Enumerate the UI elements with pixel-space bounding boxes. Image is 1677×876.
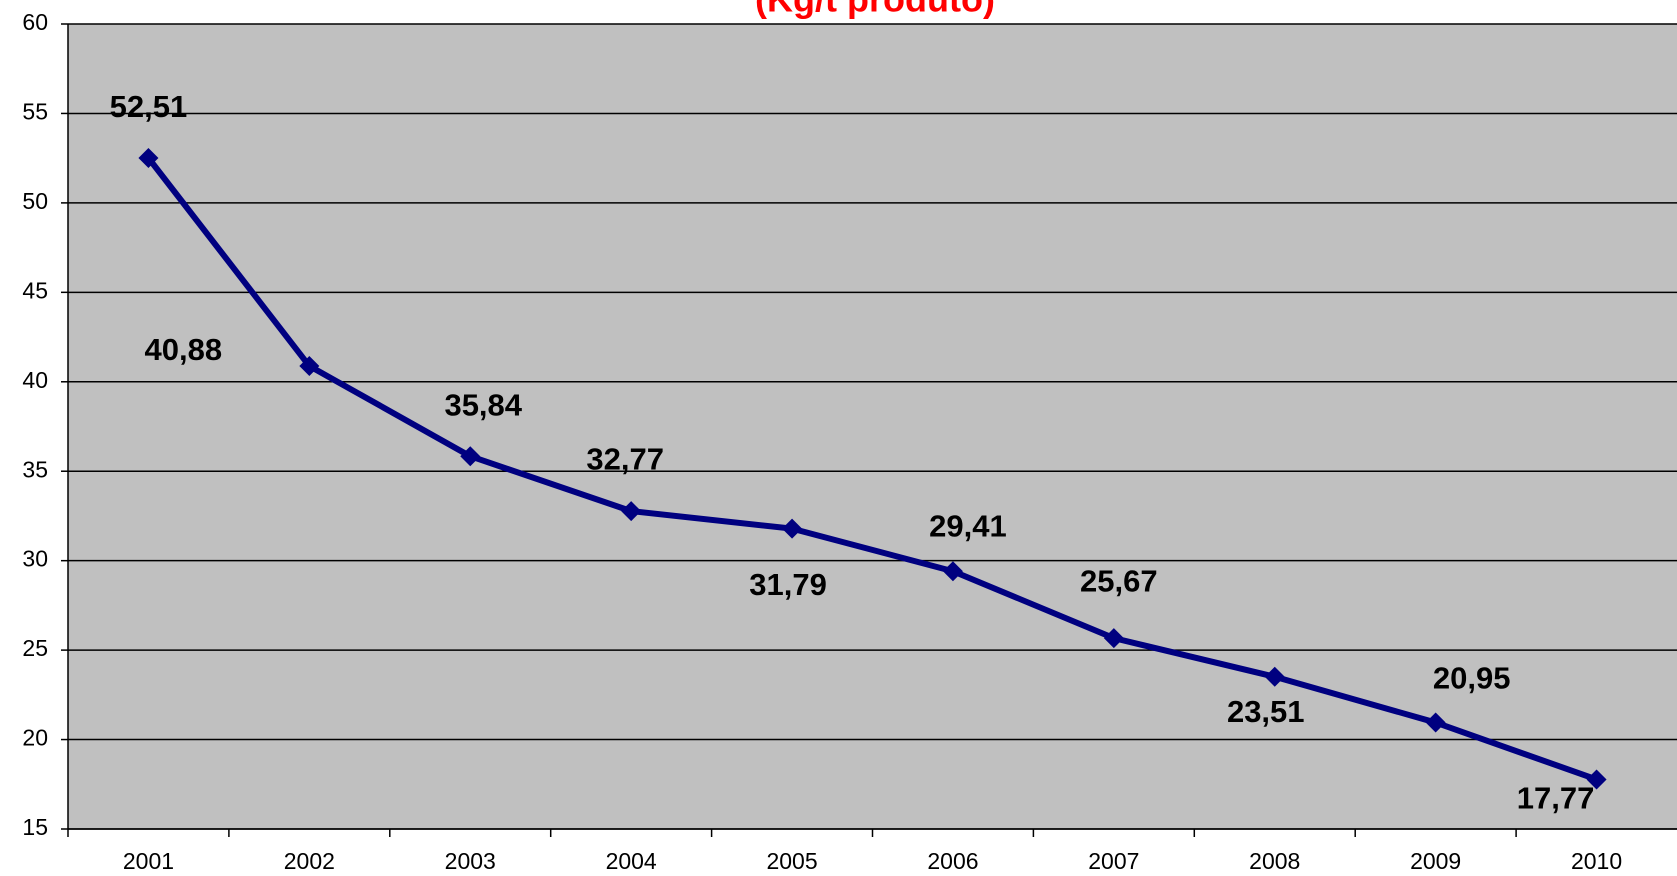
data-label: 35,84: [444, 387, 522, 422]
marker: [1264, 666, 1285, 687]
marker: [460, 446, 481, 467]
y-tick-label: 35: [22, 456, 48, 482]
y-tick-label: 50: [22, 188, 48, 214]
plot-area: [68, 24, 1677, 829]
y-tick-label: 25: [22, 635, 48, 661]
x-tick-label: 2007: [1088, 848, 1139, 874]
data-label: 52,51: [110, 89, 188, 124]
y-tick-label: 20: [22, 725, 48, 751]
data-label: 23,51: [1227, 694, 1305, 729]
x-tick-label: 2003: [445, 848, 496, 874]
x-tick-label: 2005: [766, 848, 817, 874]
y-tick-label: 40: [22, 367, 48, 393]
marker: [299, 356, 320, 377]
data-label: 20,95: [1433, 661, 1511, 696]
y-tick-label: 60: [22, 9, 48, 35]
data-label: 40,88: [145, 332, 223, 367]
y-tick-label: 30: [22, 546, 48, 572]
marker: [1425, 712, 1446, 733]
data-label: 32,77: [586, 441, 664, 476]
marker: [782, 518, 803, 539]
marker: [621, 501, 642, 522]
x-tick-label: 2004: [606, 848, 657, 874]
data-label: 17,77: [1517, 781, 1595, 816]
x-tick-label: 2008: [1249, 848, 1300, 874]
x-tick-label: 2006: [927, 848, 978, 874]
y-tick-label: 15: [22, 814, 48, 840]
x-tick-label: 2001: [123, 848, 174, 874]
chart-title: (Kg/t produto): [755, 0, 995, 20]
marker: [942, 561, 963, 582]
marker: [1103, 628, 1124, 649]
x-tick-label: 2009: [1410, 848, 1461, 874]
x-tick-label: 2002: [284, 848, 335, 874]
y-tick-label: 45: [22, 277, 48, 303]
y-tick-label: 55: [22, 99, 48, 125]
data-label: 25,67: [1080, 563, 1158, 598]
data-label: 29,41: [929, 508, 1007, 543]
marker: [1586, 769, 1607, 790]
marker: [138, 147, 159, 168]
line: [146, 156, 1598, 783]
data-label: 31,79: [749, 567, 827, 602]
x-tick-label: 2010: [1571, 848, 1622, 874]
